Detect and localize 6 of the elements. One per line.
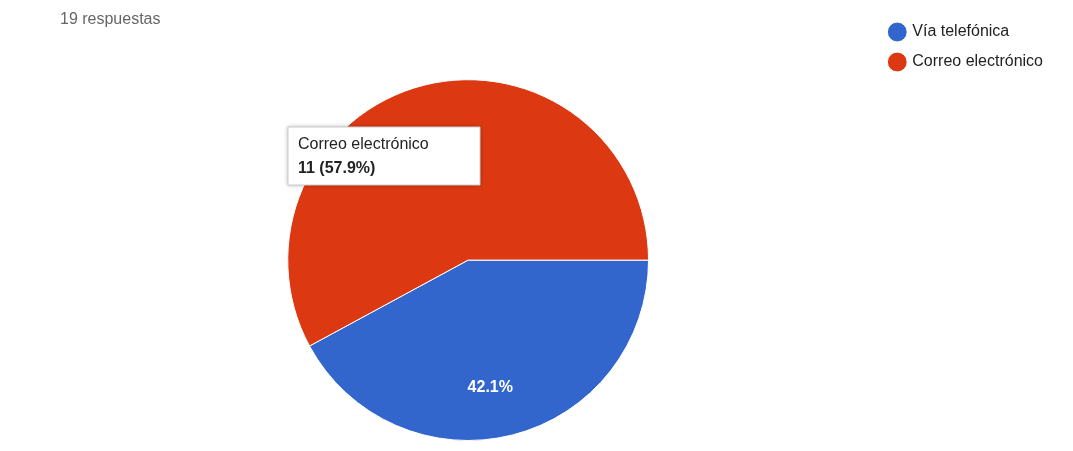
data-label: 42.1% <box>467 377 513 395</box>
text: Correo electrónico <box>298 135 429 153</box>
legend-label: Correo electrónico <box>912 52 1044 70</box>
legend-label: Vía telefónica <box>912 22 1010 40</box>
text: 11 (57.9%) <box>298 159 376 177</box>
text: 19 respuestas <box>60 10 161 28</box>
